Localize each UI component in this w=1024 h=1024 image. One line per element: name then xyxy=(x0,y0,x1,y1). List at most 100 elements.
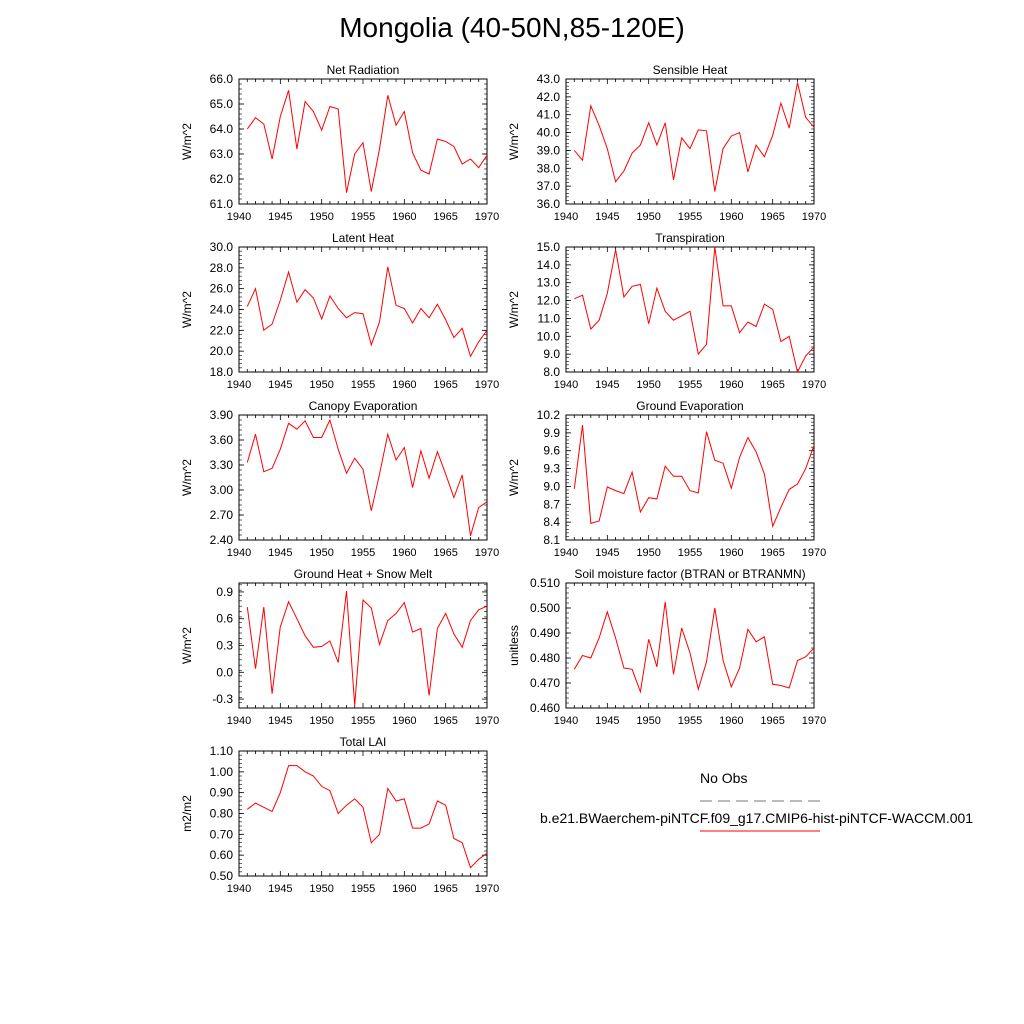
series-line xyxy=(574,246,815,374)
x-tick-label: 1940 xyxy=(227,211,251,223)
y-tick-label: 8.4 xyxy=(543,515,560,529)
y-tick-label: 63.0 xyxy=(210,147,234,161)
y-axis-label: W/m^2 xyxy=(507,459,521,496)
plot-frame xyxy=(238,246,488,373)
y-axis-label: W/m^2 xyxy=(507,123,521,160)
x-tick-label: 1965 xyxy=(760,211,784,223)
x-tick-label: 1960 xyxy=(392,715,416,727)
x-tick-label: 1950 xyxy=(309,883,333,895)
y-tick-label: 62.0 xyxy=(210,172,234,186)
x-tick-label: 1950 xyxy=(309,547,333,559)
y-axis-label: W/m^2 xyxy=(180,291,194,328)
y-tick-label: 2.70 xyxy=(210,508,234,522)
x-tick-label: 1970 xyxy=(802,379,826,391)
y-tick-label: 9.0 xyxy=(543,479,560,493)
x-tick-label: 1940 xyxy=(227,379,251,391)
x-tick-label: 1945 xyxy=(595,547,619,559)
y-tick-label: 41.0 xyxy=(537,108,561,122)
page-title: Mongolia (40-50N,85-120E) xyxy=(339,12,685,43)
y-tick-label: 8.1 xyxy=(543,533,560,547)
x-tick-label: 1945 xyxy=(595,379,619,391)
y-tick-label: 3.00 xyxy=(210,483,234,497)
x-tick-label: 1965 xyxy=(760,715,784,727)
y-tick-label: 0.480 xyxy=(530,651,560,665)
x-tick-label: 1965 xyxy=(760,379,784,391)
plot-frame xyxy=(238,78,488,205)
y-tick-label: 40.0 xyxy=(537,126,561,140)
x-tick-label: 1960 xyxy=(719,379,743,391)
y-tick-label: 8.7 xyxy=(543,497,560,511)
chart-panel-9: Total LAI m2/m2 1940 1945 1950 1955 1960 1965 19… xyxy=(180,735,499,895)
x-tick-label: 1950 xyxy=(309,211,333,223)
x-tick-label: 1970 xyxy=(475,715,499,727)
chart-panel-7: Ground Heat + Snow Melt W/m^2 1940 1945 1950… xyxy=(180,567,499,727)
x-tick-label: 1945 xyxy=(268,883,292,895)
y-tick-label: 8.0 xyxy=(543,365,560,379)
x-tick-label: 1965 xyxy=(433,547,457,559)
chart-title: Latent Heat xyxy=(332,231,395,245)
y-tick-label: 9.3 xyxy=(543,462,560,476)
y-tick-label: 1.00 xyxy=(210,765,234,779)
plot-frame xyxy=(238,414,488,541)
y-tick-label: 2.40 xyxy=(210,533,234,547)
y-tick-label: 3.30 xyxy=(210,458,234,472)
chart-title: Sensible Heat xyxy=(653,63,728,77)
chart-title: Canopy Evaporation xyxy=(309,399,418,413)
x-tick-label: 1970 xyxy=(475,547,499,559)
y-axis-label: W/m^2 xyxy=(507,291,521,328)
plot-frame xyxy=(565,582,815,709)
y-tick-label: 38.0 xyxy=(537,161,561,175)
x-tick-label: 1955 xyxy=(678,715,702,727)
x-tick-label: 1955 xyxy=(351,883,375,895)
y-tick-label: 0.0 xyxy=(216,665,233,679)
y-tick-label: 3.90 xyxy=(210,408,234,422)
x-tick-label: 1945 xyxy=(268,715,292,727)
y-tick-label: -0.3 xyxy=(212,692,233,706)
x-tick-label: 1950 xyxy=(636,211,660,223)
y-tick-label: 0.500 xyxy=(530,601,560,615)
y-axis-label: m2/m2 xyxy=(180,795,194,832)
y-tick-label: 13.0 xyxy=(537,276,561,290)
chart-title: Net Radiation xyxy=(327,63,400,77)
y-tick-label: 24.0 xyxy=(210,303,234,317)
y-tick-label: 65.0 xyxy=(210,97,234,111)
plot-frame xyxy=(565,246,815,373)
x-tick-label: 1945 xyxy=(268,547,292,559)
x-tick-label: 1960 xyxy=(719,547,743,559)
y-axis-label: unitless xyxy=(507,625,521,666)
x-tick-label: 1940 xyxy=(227,715,251,727)
y-tick-label: 0.50 xyxy=(210,869,234,883)
x-tick-label: 1940 xyxy=(554,379,578,391)
chart-title: Ground Heat + Snow Melt xyxy=(294,567,433,581)
y-tick-label: 15.0 xyxy=(537,240,561,254)
series-line xyxy=(246,90,488,193)
x-tick-label: 1950 xyxy=(309,715,333,727)
plot-frame xyxy=(565,414,815,541)
y-tick-label: 36.0 xyxy=(537,197,561,211)
x-tick-label: 1940 xyxy=(227,547,251,559)
series-line xyxy=(246,266,488,358)
y-tick-label: 0.510 xyxy=(530,576,560,590)
y-tick-label: 42.0 xyxy=(537,90,561,104)
y-axis-label: W/m^2 xyxy=(180,123,194,160)
series-line xyxy=(573,601,815,694)
x-tick-label: 1955 xyxy=(678,379,702,391)
x-tick-label: 1955 xyxy=(351,379,375,391)
x-tick-label: 1940 xyxy=(554,211,578,223)
x-tick-label: 1970 xyxy=(802,211,826,223)
x-tick-label: 1965 xyxy=(433,715,457,727)
y-tick-label: 10.0 xyxy=(537,329,561,343)
x-tick-label: 1960 xyxy=(392,379,416,391)
x-tick-label: 1940 xyxy=(554,547,578,559)
x-tick-label: 1965 xyxy=(433,379,457,391)
chart-panel-2: Sensible Heat W/m^2 1940 1945 1950 1955 1960 19… xyxy=(507,63,826,223)
y-tick-label: 14.0 xyxy=(537,258,561,272)
x-tick-label: 1940 xyxy=(554,715,578,727)
y-tick-label: 0.3 xyxy=(216,639,233,653)
series-line xyxy=(246,765,488,869)
y-tick-label: 30.0 xyxy=(210,240,234,254)
plot-frame xyxy=(238,750,488,877)
y-tick-label: 64.0 xyxy=(210,122,234,136)
x-tick-label: 1945 xyxy=(268,379,292,391)
